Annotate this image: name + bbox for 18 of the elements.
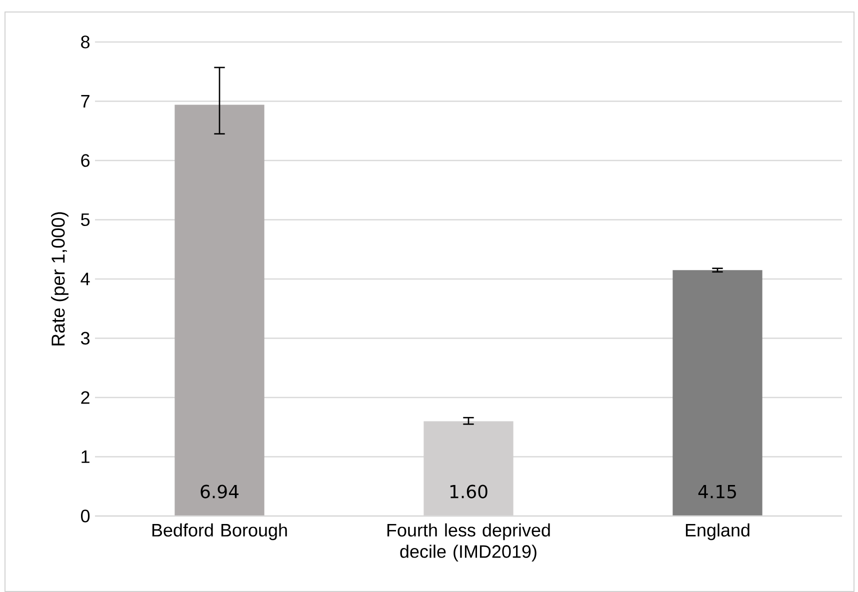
y-tick-label: 2 — [81, 391, 90, 404]
data-label: 4.15 — [698, 485, 736, 498]
x-tick-label: Fourth less deprived decile (IMD2019) — [387, 523, 550, 562]
y-tick-label: 8 — [81, 36, 90, 48]
bar — [174, 104, 264, 516]
bar — [672, 270, 762, 516]
data-label: 1.60 — [450, 484, 488, 498]
y-tick-label: 1 — [82, 450, 90, 463]
y-tick-label: 7 — [81, 95, 90, 108]
y-tick-label: 5 — [80, 213, 90, 226]
x-tick-label: England — [686, 523, 750, 540]
data-label: 6.94 — [200, 484, 239, 498]
x-tick-label: Bedford Borough — [152, 523, 287, 540]
y-axis-title: Rate (per 1,000) — [51, 212, 68, 346]
y-tick-label: 0 — [80, 510, 90, 522]
y-tick-label: 6 — [81, 154, 90, 167]
y-tick-label: 3 — [80, 332, 90, 345]
y-tick-label: 4 — [80, 272, 90, 286]
